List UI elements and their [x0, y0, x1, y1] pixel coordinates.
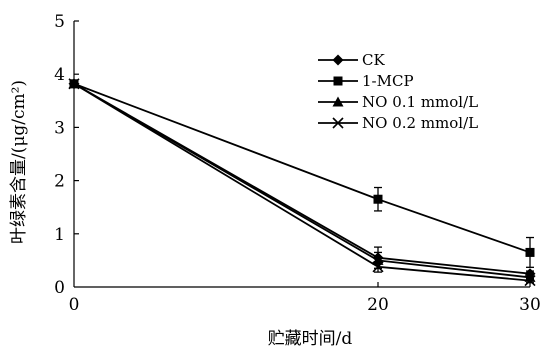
- legend-item: 1-MCP: [318, 72, 414, 90]
- legend-item: NO 0.2 mmol/L: [318, 114, 478, 132]
- series-line: [73, 82, 531, 275]
- y-tick-label: 4: [54, 65, 65, 85]
- legend-label: NO 0.1 mmol/L: [362, 93, 478, 111]
- x-axis-label: 贮藏时间/d: [268, 329, 353, 349]
- legend-label: CK: [362, 51, 385, 69]
- legend-marker: [332, 117, 344, 129]
- data-point: [372, 254, 384, 265]
- x-tick-label: 30: [519, 295, 541, 315]
- data-point: [524, 271, 536, 282]
- legend-label: NO 0.2 mmol/L: [362, 114, 478, 132]
- data-point: [524, 275, 536, 287]
- data-point: [372, 261, 384, 273]
- x-tick-label: 0: [69, 295, 80, 315]
- legend-marker: [333, 76, 343, 86]
- series-3: [68, 78, 536, 287]
- data-point: [68, 78, 80, 90]
- legend: CK 1-MCP NO 0.1 mmol/L NO 0.2 mmol/L: [318, 51, 478, 132]
- y-tick-label: 2: [54, 172, 65, 192]
- y-axis-label: 叶绿素含量/(μg/cm²): [9, 80, 29, 244]
- axes: 0 1 2 3 4 5 0 20 30: [54, 12, 541, 315]
- series-line: [73, 82, 531, 279]
- y-tick-label: 0: [54, 278, 65, 298]
- series-1: [69, 79, 535, 268]
- legend-label: 1-MCP: [362, 72, 414, 90]
- legend-item: NO 0.1 mmol/L: [318, 93, 478, 111]
- y-tick-label: 1: [54, 225, 65, 245]
- data-point: [525, 247, 535, 257]
- x-tick-label: 20: [367, 295, 389, 315]
- legend-item: CK: [318, 51, 385, 69]
- y-tick-label: 3: [54, 118, 65, 138]
- data-point: [373, 194, 383, 204]
- legend-marker: [332, 96, 344, 107]
- series-group: [68, 78, 536, 287]
- legend-marker: [332, 54, 344, 66]
- y-tick-label: 5: [54, 12, 65, 32]
